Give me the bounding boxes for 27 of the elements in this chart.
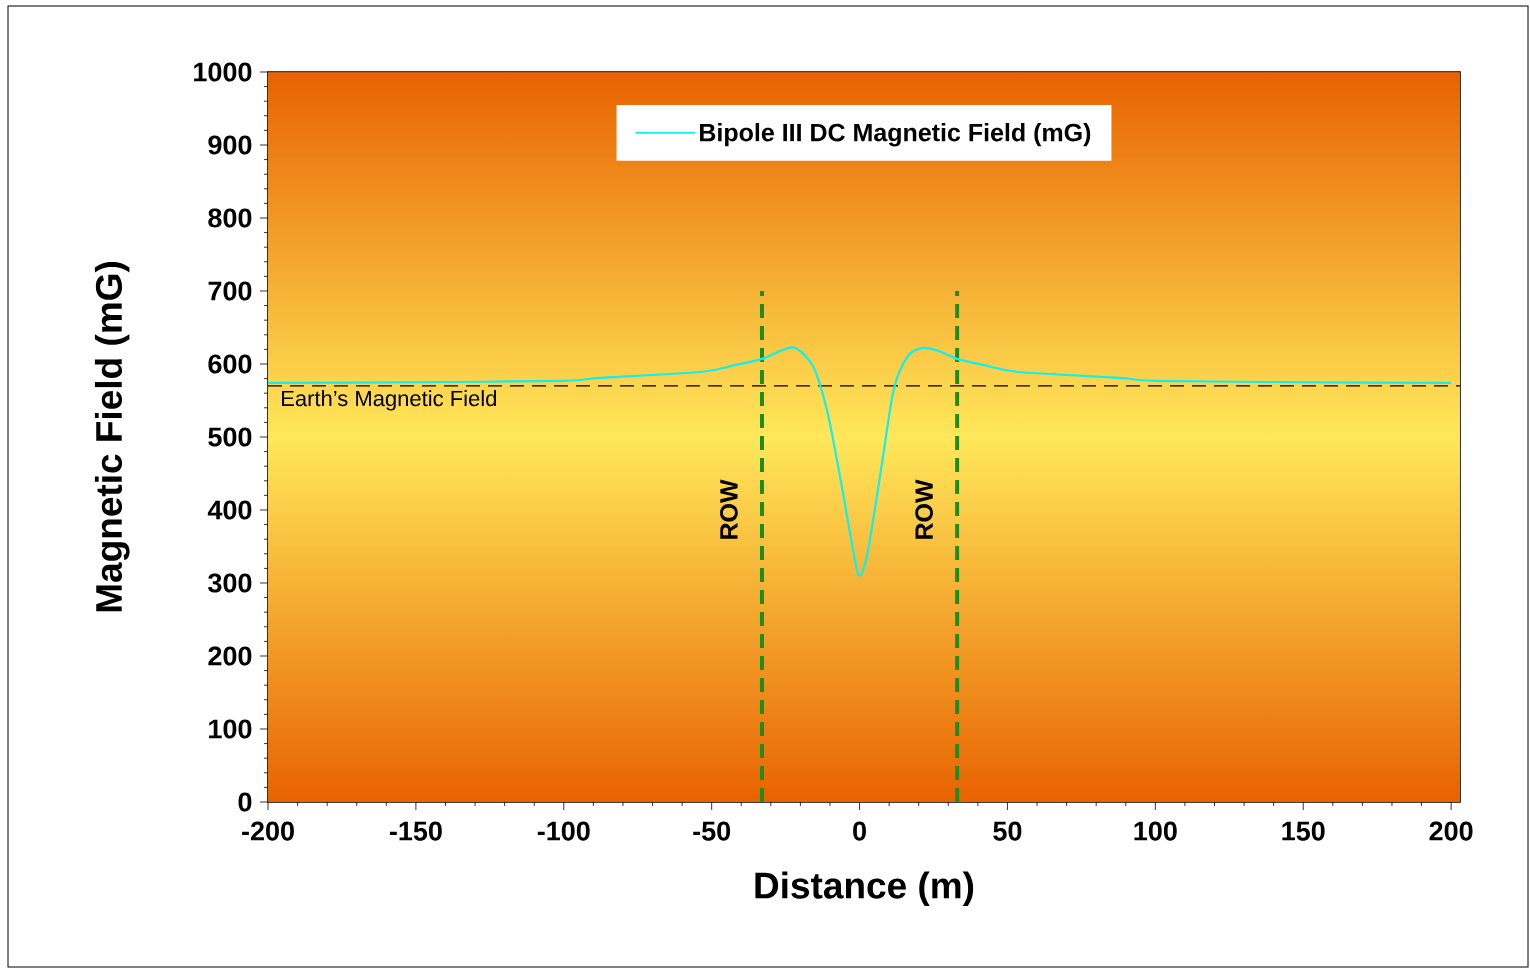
x-tick-label: 200 [1429, 821, 1473, 841]
y-tick-label: 1000 [194, 62, 252, 82]
legend-label: Bipole III DC Magnetic Field (mG) [700, 123, 1091, 147]
x-axis-title: Distance (m) [755, 871, 974, 906]
ref-line-label: ROW [915, 479, 933, 539]
x-tick-label: 50 [993, 821, 1022, 841]
ref-line-label: Earth’s Magnetic Field [282, 390, 496, 411]
ref-line-label: ROW [720, 479, 738, 539]
x-tick-label: 100 [1134, 821, 1177, 841]
y-tick-label: 0 [238, 792, 252, 812]
x-tick-label: 150 [1282, 821, 1325, 841]
y-tick-label: 200 [208, 646, 252, 666]
x-tick-label: -100 [537, 821, 590, 841]
y-tick-label: 600 [208, 354, 252, 374]
y-tick-label: 500 [208, 427, 252, 447]
y-tick-label: 100 [209, 719, 252, 739]
line-series [268, 346, 1453, 577]
x-tick-label: -150 [389, 821, 442, 841]
y-tick-label: 700 [208, 281, 252, 301]
x-tick-label: 0 [853, 821, 866, 841]
y-tick-label: 800 [208, 208, 252, 228]
y-axis-title: Magnetic Field (mG) [94, 262, 130, 612]
y-tick-label: 900 [208, 135, 252, 155]
y-tick-label: 300 [208, 573, 252, 593]
y-tick-label: 400 [207, 500, 252, 520]
x-tick-label: -200 [242, 821, 294, 841]
x-tick-label: -50 [693, 821, 731, 841]
